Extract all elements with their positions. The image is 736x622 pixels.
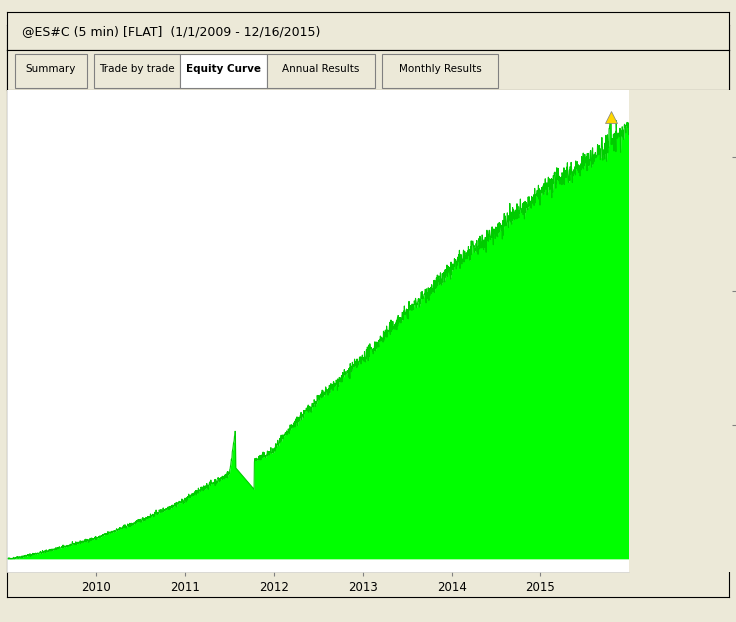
FancyBboxPatch shape — [383, 54, 498, 88]
Text: Annual Results: Annual Results — [283, 64, 360, 74]
FancyBboxPatch shape — [15, 54, 87, 88]
Text: Summary: Summary — [26, 64, 76, 74]
Text: Monthly Results: Monthly Results — [399, 64, 481, 74]
FancyBboxPatch shape — [94, 54, 180, 88]
FancyBboxPatch shape — [180, 54, 267, 88]
Text: Equity Curve: Equity Curve — [186, 64, 261, 74]
Text: Trade by trade: Trade by trade — [99, 64, 175, 74]
Text: @ES#C (5 min) [FLAT]  (1/1/2009 - 12/16/2015): @ES#C (5 min) [FLAT] (1/1/2009 - 12/16/2… — [22, 25, 320, 37]
FancyBboxPatch shape — [267, 54, 375, 88]
